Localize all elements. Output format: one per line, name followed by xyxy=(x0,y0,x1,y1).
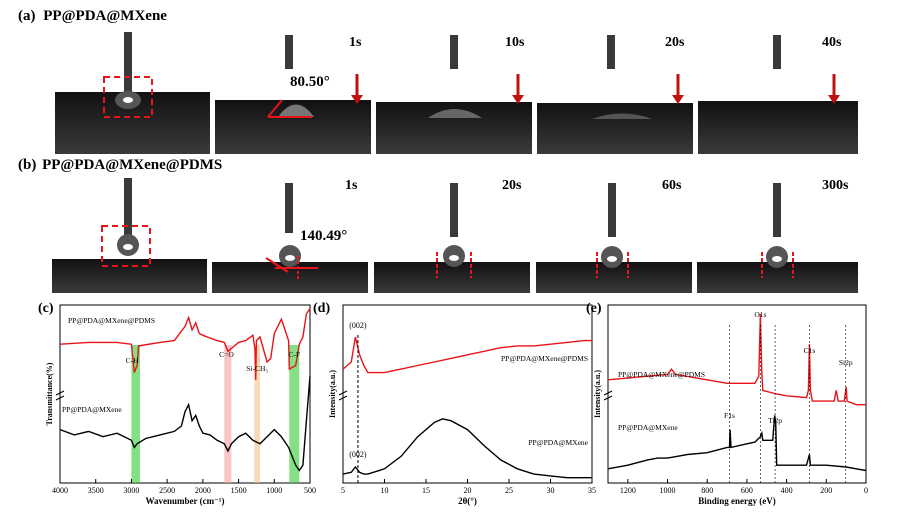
panel-label: (e) xyxy=(586,301,602,316)
legend-mxene: PP@PDA@MXene xyxy=(62,405,122,414)
x-tick-label: 20 xyxy=(464,486,472,495)
axis-break xyxy=(55,390,65,401)
series-line-0 xyxy=(607,313,866,406)
axis-break xyxy=(603,390,613,401)
row-b-title: PP@PDA@MXene@PDMS xyxy=(42,157,223,173)
y-axis-label: Transmittance(%) xyxy=(45,362,54,425)
photo-b-2 xyxy=(374,262,530,293)
row-a-time-1: 10s xyxy=(505,35,525,50)
chart-frame xyxy=(607,304,867,484)
row-b-label: (b) PP@PDA@MXene@PDMS xyxy=(18,157,222,174)
photo-a-4 xyxy=(698,101,858,154)
row-a-title: PP@PDA@MXene xyxy=(43,8,167,24)
annotation: C-H xyxy=(126,356,140,365)
legend-pdms: PP@PDA@MXene@PDMS xyxy=(501,354,588,363)
x-tick-label: 200 xyxy=(820,486,832,495)
row-b-angle: 140.49° xyxy=(300,228,348,244)
x-tick-label: 400 xyxy=(781,486,793,495)
chart-c: 4000 3500 3000 2500 2000 1500 1000 500 Wavenumbe… xyxy=(38,301,316,506)
x-tick-label: 800 xyxy=(701,486,713,495)
chart-frame xyxy=(59,304,311,484)
x-axis-label: 2θ(°) xyxy=(458,496,477,506)
row-a-time-2: 20s xyxy=(665,35,685,50)
x-tick-label: 600 xyxy=(741,486,753,495)
highlight-band xyxy=(289,345,300,483)
x-tick-label: 500 xyxy=(304,486,316,495)
x-tick-label: 5 xyxy=(341,486,345,495)
x-tick-label: 10 xyxy=(381,486,389,495)
annotation: C-F xyxy=(288,350,300,359)
annotation: Si-CH₃ xyxy=(246,364,268,373)
annotation: (002) xyxy=(349,450,367,459)
row-b-time-0: 1s xyxy=(345,178,358,193)
series-line-0 xyxy=(342,336,592,374)
x-tick-label: 2500 xyxy=(159,486,175,495)
chart-frame xyxy=(342,304,593,484)
x-tick-label: 25 xyxy=(505,486,513,495)
x-axis-label: Binding energy (eV) xyxy=(698,496,776,506)
x-tick-label: 35 xyxy=(588,486,596,495)
annotation: C=O xyxy=(219,350,234,359)
legend-mxene: PP@PDA@MXene xyxy=(528,438,588,447)
chart-d: 5 10 15 20 25 30 35 2θ(°) Intensity(a.u.) (d) PP@P… xyxy=(313,301,596,506)
x-tick-label: 30 xyxy=(547,486,555,495)
row-b-time-2: 60s xyxy=(662,178,682,193)
series-line-0 xyxy=(59,308,311,380)
y-axis-label: Intensity(a.u.) xyxy=(593,370,602,418)
highlight-band xyxy=(254,345,260,483)
x-tick-label: 3500 xyxy=(88,486,104,495)
row-a-angle: 80.50° xyxy=(290,74,330,90)
row-a-panel: (a) xyxy=(18,8,36,24)
x-tick-label: 0 xyxy=(864,486,868,495)
row-b-panel: (b) xyxy=(18,157,37,173)
x-tick-label: 4000 xyxy=(52,486,68,495)
x-tick-label: 1000 xyxy=(660,486,676,495)
x-axis-label: Wavenumber (cm⁻¹) xyxy=(145,496,224,506)
x-tick-label: 3000 xyxy=(123,486,139,495)
x-tick-label: 1500 xyxy=(231,486,247,495)
annotation: (002) xyxy=(349,321,367,330)
axis-break xyxy=(338,390,348,401)
legend-pdms: PP@PDA@MXene@PDMS xyxy=(618,370,705,379)
highlight-band xyxy=(131,345,140,483)
row-b-time-1: 20s xyxy=(502,178,522,193)
highlight-band xyxy=(224,345,232,483)
row-b-time-3: 300s xyxy=(822,178,849,193)
panel-label: (d) xyxy=(313,301,330,316)
x-tick-label: 1000 xyxy=(266,486,282,495)
legend-pdms: PP@PDA@MXene@PDMS xyxy=(68,316,155,325)
annotation: F1s xyxy=(724,411,735,420)
y-axis-label: Intensity(a.u.) xyxy=(328,370,337,418)
x-tick-label: 1200 xyxy=(620,486,636,495)
annotation: Ti2p xyxy=(768,416,782,425)
legend-mxene: PP@PDA@MXene xyxy=(618,423,678,432)
x-tick-label: 2000 xyxy=(195,486,211,495)
row-a-label: (a) PP@PDA@MXene xyxy=(18,8,167,25)
x-tick-label: 15 xyxy=(422,486,430,495)
panel-label: (c) xyxy=(38,301,54,316)
row-a-time-0: 1s xyxy=(349,35,362,50)
row-a-time-3: 40s xyxy=(822,35,842,50)
annotation: O1s xyxy=(754,310,766,319)
chart-e: 1200 1000 800 600 400 200 0 Binding energy (eV)… xyxy=(586,301,868,506)
series-line-1 xyxy=(59,376,311,472)
photo-a-3 xyxy=(537,103,693,154)
series-line-1 xyxy=(342,418,592,479)
